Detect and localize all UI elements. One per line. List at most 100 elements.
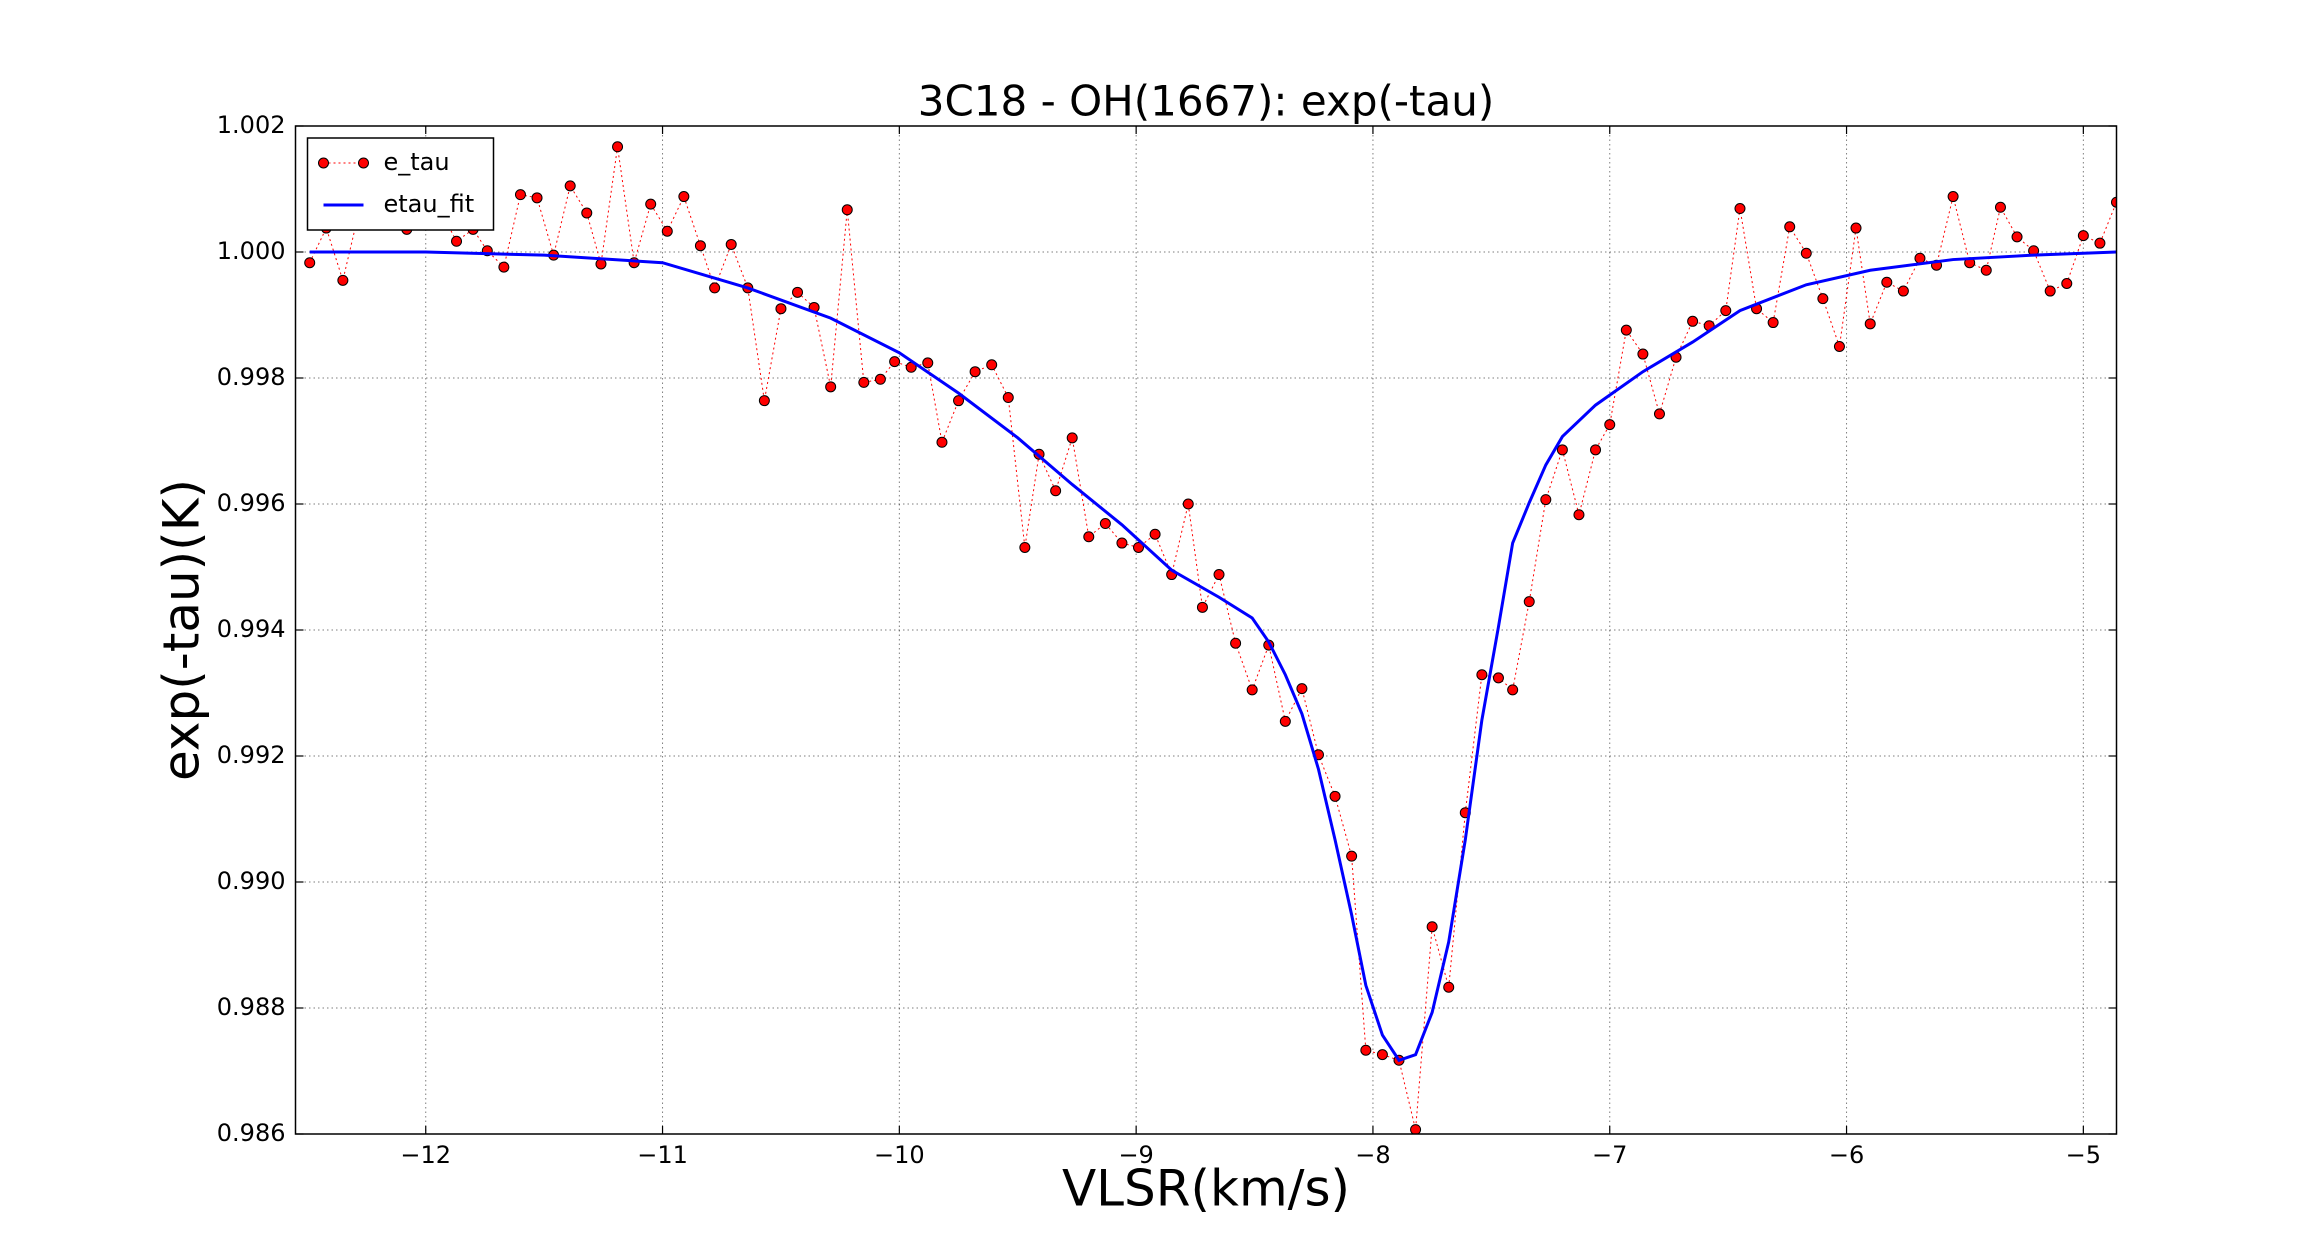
series-line bbox=[309, 250, 2117, 1063]
data-point bbox=[451, 235, 463, 247]
data-point bbox=[337, 274, 349, 286]
data-point bbox=[1426, 921, 1438, 933]
data-point bbox=[1246, 684, 1258, 696]
legend-marker bbox=[358, 157, 369, 169]
data-point bbox=[304, 257, 316, 269]
x-tick-label: −6 bbox=[1829, 1141, 1864, 1169]
y-tick-label: 0.990 bbox=[217, 867, 286, 895]
data-point bbox=[1410, 1124, 1422, 1134]
data-point bbox=[1914, 252, 1926, 264]
data-point bbox=[1346, 850, 1358, 862]
data-point bbox=[1556, 444, 1568, 456]
data-point bbox=[1066, 432, 1078, 444]
data-point bbox=[1019, 541, 1031, 553]
x-axis-label: VLSR(km/s) bbox=[1062, 1160, 1350, 1218]
y-tick-label: 0.986 bbox=[217, 1119, 286, 1147]
data-point bbox=[758, 395, 770, 407]
data-point bbox=[858, 376, 870, 388]
data-point bbox=[1507, 684, 1519, 696]
data-point bbox=[1050, 485, 1062, 497]
data-point bbox=[1002, 392, 1014, 404]
data-point bbox=[986, 359, 998, 371]
data-point bbox=[1360, 1044, 1372, 1056]
data-point bbox=[922, 357, 934, 369]
data-point bbox=[1590, 444, 1602, 456]
chart-title: 3C18 - OH(1667): exp(-tau) bbox=[918, 77, 1495, 126]
data-point bbox=[1767, 317, 1779, 329]
data-point bbox=[1296, 683, 1308, 695]
data-point bbox=[2011, 231, 2023, 243]
data-point bbox=[874, 373, 886, 385]
x-tick-label: −8 bbox=[1355, 1141, 1390, 1169]
data-point bbox=[1443, 981, 1455, 993]
y-tick-label: 0.994 bbox=[217, 615, 286, 643]
y-tick-label: 1.000 bbox=[217, 237, 286, 265]
data-point bbox=[1476, 669, 1488, 681]
data-point bbox=[792, 286, 804, 298]
data-point bbox=[1573, 509, 1585, 521]
data-point bbox=[1213, 569, 1225, 581]
data-point bbox=[694, 240, 706, 252]
data-point bbox=[841, 204, 853, 216]
legend-label: e_tau bbox=[384, 148, 450, 176]
data-point bbox=[1196, 601, 1208, 613]
y-tick-label: 0.996 bbox=[217, 489, 286, 517]
data-point bbox=[825, 381, 837, 393]
x-tick-label: −10 bbox=[874, 1141, 925, 1169]
data-point bbox=[2044, 285, 2056, 297]
data-point bbox=[1492, 672, 1504, 684]
data-point bbox=[1329, 790, 1341, 802]
plot-frame bbox=[294, 125, 2118, 1135]
data-point bbox=[1230, 637, 1242, 649]
y-axis-label: exp(-tau)(K) bbox=[153, 479, 211, 781]
data-point bbox=[2094, 237, 2106, 249]
data-point bbox=[498, 261, 510, 273]
data-point bbox=[1116, 537, 1128, 549]
x-tick-label: −12 bbox=[400, 1141, 451, 1169]
data-point bbox=[936, 436, 948, 448]
data-point bbox=[1734, 203, 1746, 215]
data-point bbox=[514, 189, 526, 201]
data-point bbox=[709, 282, 721, 294]
data-point bbox=[1182, 498, 1194, 510]
data-point bbox=[1784, 221, 1796, 233]
data-point bbox=[1720, 305, 1732, 317]
legend-marker bbox=[318, 157, 329, 169]
data-point bbox=[2061, 278, 2073, 289]
data-point bbox=[581, 207, 593, 219]
data-point bbox=[725, 238, 737, 250]
data-point bbox=[1133, 541, 1145, 553]
data-point bbox=[1800, 247, 1812, 259]
data-point bbox=[969, 366, 981, 378]
x-tick-label: −5 bbox=[2066, 1141, 2101, 1169]
data-point bbox=[531, 192, 543, 204]
data-point bbox=[1637, 348, 1649, 360]
data-point bbox=[1099, 518, 1111, 530]
data-point bbox=[1850, 222, 1862, 234]
data-point bbox=[645, 198, 657, 210]
y-tick-label: 0.998 bbox=[217, 363, 286, 391]
data-point bbox=[1817, 293, 1829, 305]
data-point bbox=[953, 395, 965, 407]
data-point bbox=[2111, 196, 2117, 208]
data-point bbox=[1653, 408, 1665, 420]
data-point bbox=[1540, 494, 1552, 506]
data-point bbox=[1279, 715, 1291, 727]
data-point bbox=[1523, 596, 1535, 608]
data-point bbox=[1149, 528, 1161, 540]
legend-box bbox=[306, 137, 495, 231]
data-point bbox=[564, 180, 576, 192]
data-point bbox=[678, 191, 690, 203]
data-point bbox=[1833, 341, 1845, 352]
plot-area bbox=[304, 141, 2117, 1134]
data-point bbox=[1083, 531, 1095, 543]
data-point bbox=[2077, 230, 2089, 242]
data-point bbox=[1881, 276, 1893, 288]
data-point bbox=[1864, 318, 1876, 330]
data-point bbox=[1994, 201, 2006, 213]
data-point bbox=[1376, 1049, 1388, 1061]
data-point bbox=[1687, 315, 1699, 327]
x-tick-label: −11 bbox=[637, 1141, 688, 1169]
data-point bbox=[775, 303, 787, 315]
data-point bbox=[1604, 419, 1616, 431]
